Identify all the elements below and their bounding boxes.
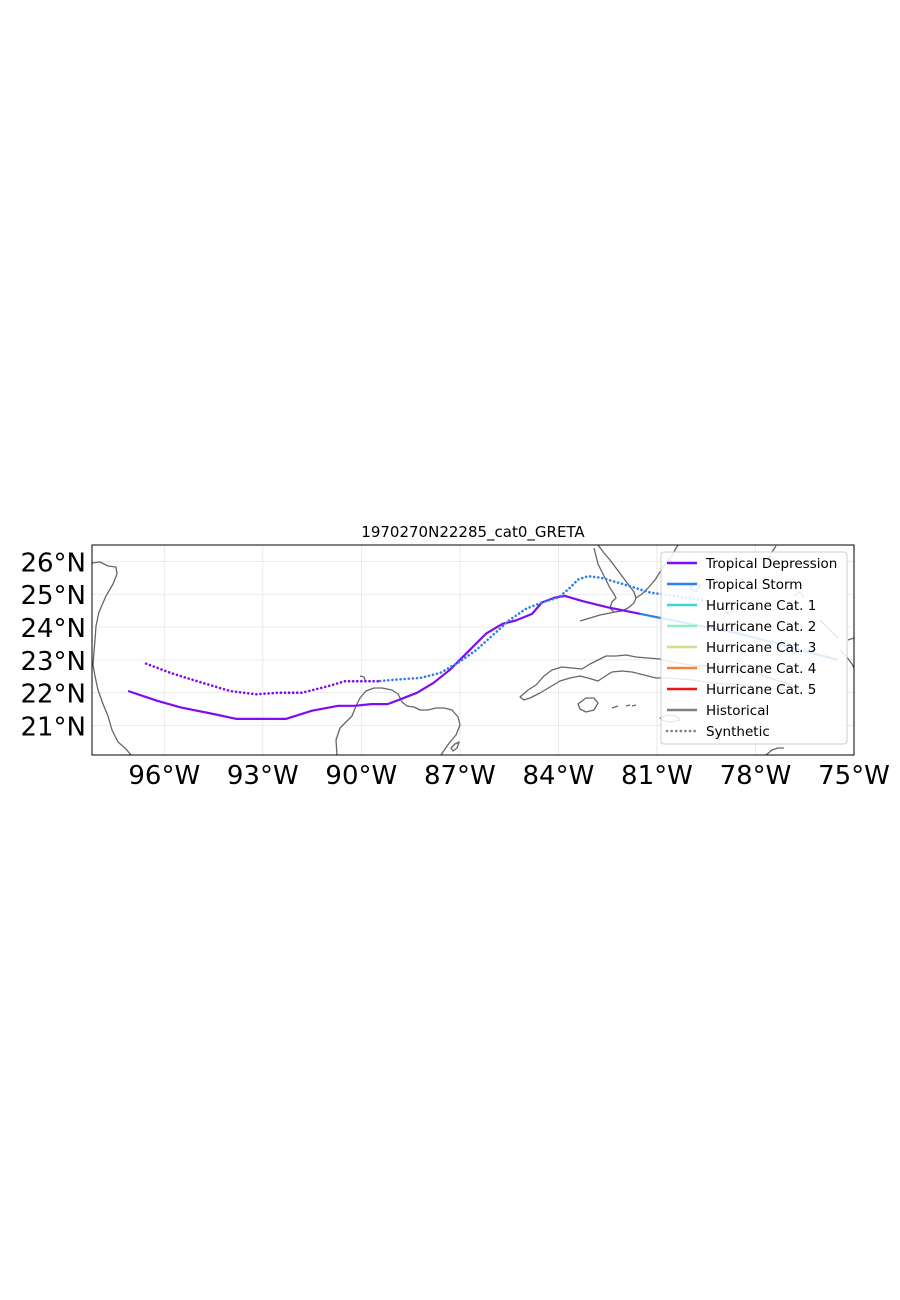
map-frame (91, 544, 855, 756)
coastline-haiti-south (765, 747, 784, 755)
x-tick-label: 87°W (424, 761, 496, 791)
legend-label: Synthetic (706, 724, 770, 740)
x-tick-label: 96°W (128, 761, 200, 791)
legend: Tropical Depression Tropical Storm Hurrica… (660, 551, 848, 745)
coastline-florida-keys (579, 610, 621, 622)
x-tick-label: 93°W (227, 761, 299, 791)
historical-track-tropical-depression (127, 594, 641, 720)
y-tick-label: 21°N (20, 712, 86, 742)
y-tick-label: 24°N (20, 614, 86, 644)
coastline-cayman-3 (631, 704, 637, 707)
y-tick-label: 22°N (20, 680, 86, 710)
legend-label: Tropical Depression (705, 556, 837, 572)
figure-title: 1970270N22285_cat0_GRETA (361, 523, 585, 542)
x-tick-label: 81°W (621, 761, 693, 791)
legend-box (660, 551, 848, 745)
coastline-cayman-2 (625, 704, 631, 707)
x-tick-label: 90°W (325, 761, 397, 791)
legend-label: Tropical Storm (705, 577, 802, 593)
axis-ticks: 96°W 93°W 90°W 87°W 84°W 81°W 78°W 75°W 26°N25°N… (20, 548, 889, 791)
legend-label: Hurricane Cat. 3 (706, 640, 816, 656)
legend-label: Hurricane Cat. 2 (706, 619, 816, 635)
x-tick-label: 78°W (720, 761, 792, 791)
coastline-campeche-dot (359, 675, 366, 681)
legend-label: Hurricane Cat. 4 (706, 661, 816, 677)
x-tick-label: 84°W (522, 761, 594, 791)
coastline-far-east (847, 637, 854, 641)
coastline-belize-cay (450, 741, 460, 752)
coastline-cayman-1 (611, 705, 619, 709)
legend-label: Hurricane Cat. 5 (706, 682, 816, 698)
y-tick-label: 26°N (20, 548, 86, 578)
y-tick-label: 25°N (20, 581, 86, 611)
coastline-isla-juventud (577, 697, 599, 713)
legend-entries: Tropical Depression Tropical Storm Hurrica… (665, 556, 837, 740)
synthetic-track-tropical-depression (143, 661, 380, 696)
x-tick-label: 75°W (818, 761, 890, 791)
coastline-yucatan (335, 687, 461, 755)
legend-label: Hurricane Cat. 1 (706, 598, 816, 614)
coastline-mexico-gulf (92, 561, 132, 755)
legend-label: Historical (706, 703, 769, 719)
y-tick-label: 23°N (20, 647, 86, 677)
synthetic-track-tropical-storm (376, 574, 708, 683)
